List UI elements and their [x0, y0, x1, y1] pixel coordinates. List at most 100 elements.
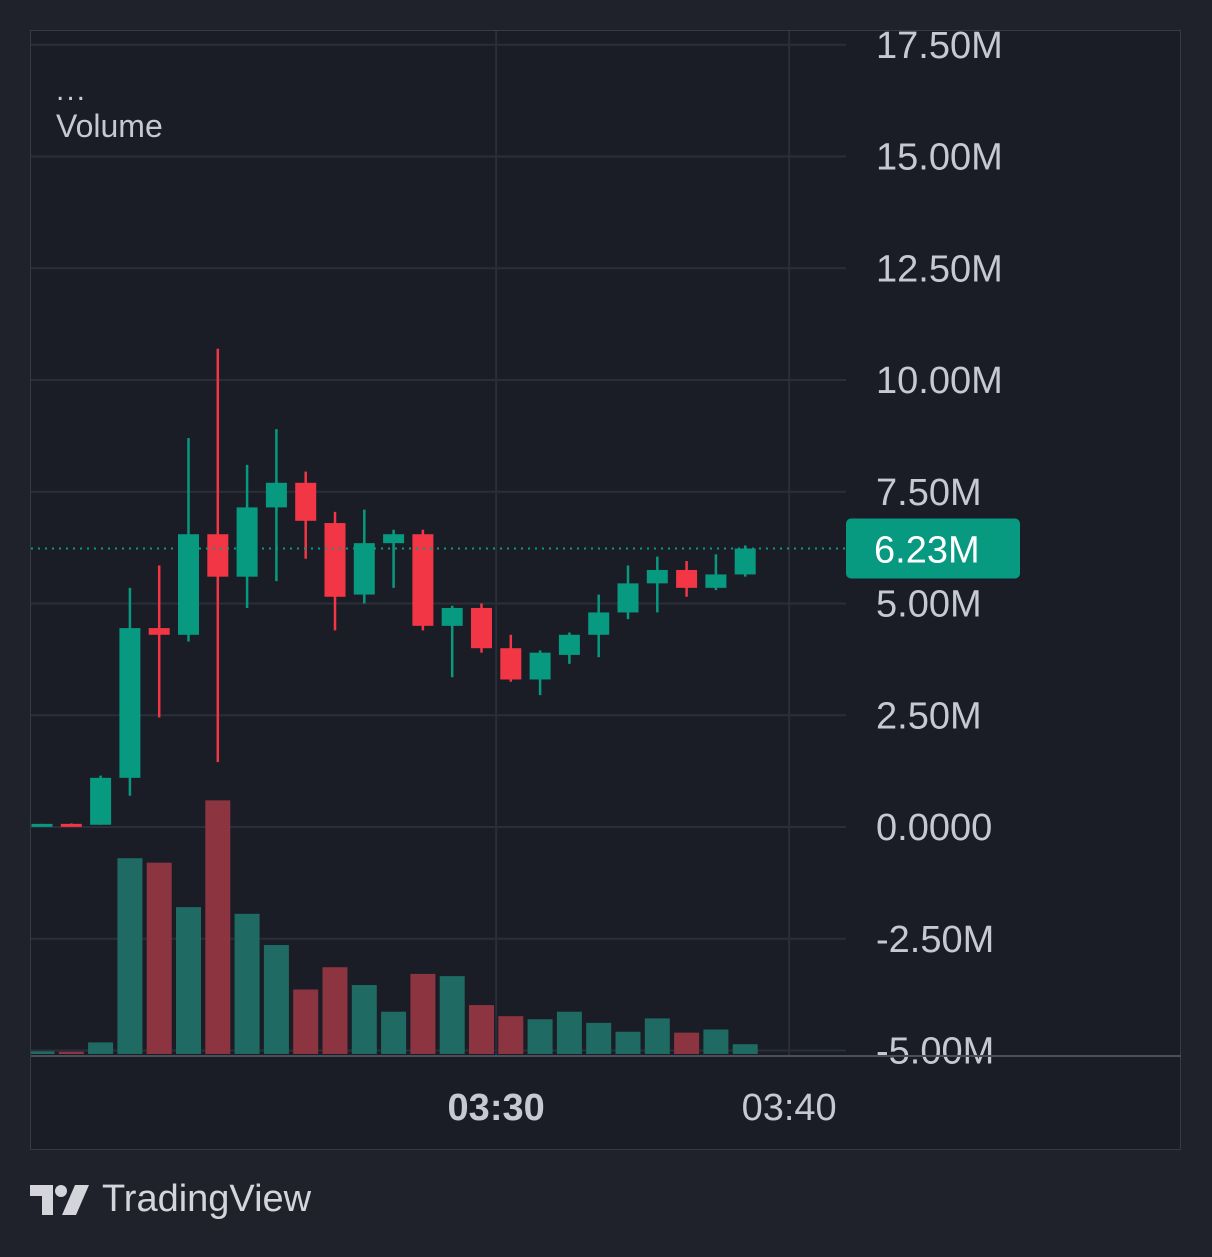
- tradingview-icon: [30, 1184, 89, 1215]
- volume-bar: [615, 1031, 641, 1054]
- volume-bar: [381, 1011, 407, 1054]
- candle-body: [295, 482, 317, 521]
- candle-body: [207, 534, 229, 577]
- y-tick-label: -2.50M: [876, 919, 994, 961]
- volume-bar: [469, 1005, 494, 1054]
- candle: [529, 650, 551, 696]
- candle-body: [324, 523, 346, 597]
- x-tick-label: 03:40: [742, 1087, 837, 1129]
- candle-body: [60, 823, 82, 827]
- volume-bar: [205, 800, 231, 1054]
- candle-body: [412, 534, 434, 626]
- candle-body: [265, 482, 287, 508]
- y-tick-label: 5.00M: [876, 584, 982, 626]
- y-tick-label: 17.50M: [876, 25, 1003, 67]
- candle: [500, 634, 522, 682]
- volume-bar: [732, 1044, 758, 1054]
- candle: [236, 464, 258, 608]
- candlestick-chart[interactable]: 6.23M 17.50M 15.00M 12.50M 10.00M 7.50M 5.00M…: [0, 0, 1212, 1160]
- y-tick-label: 12.50M: [876, 248, 1003, 290]
- candle: [471, 603, 492, 653]
- volume-bar: [527, 1019, 553, 1054]
- candle-body: [588, 612, 610, 635]
- candle-body: [676, 569, 698, 588]
- y-tick-label: 10.00M: [876, 360, 1003, 402]
- y-tick-label: 2.50M: [876, 695, 982, 737]
- volume-legend-label: Volume: [56, 108, 163, 144]
- candle: [734, 545, 756, 577]
- candle-body: [383, 534, 405, 544]
- candle-body: [148, 628, 170, 635]
- candle-body: [471, 607, 492, 649]
- last-price-label: 6.23M: [874, 530, 980, 572]
- candle: [441, 605, 463, 678]
- candle: [705, 554, 727, 591]
- y-tick-label: 0.0000: [876, 807, 992, 849]
- y-tick-label: 7.50M: [876, 472, 982, 514]
- candle: [207, 348, 229, 763]
- candle: [646, 556, 668, 613]
- candle: [676, 561, 698, 597]
- candle: [148, 565, 170, 718]
- candle: [295, 471, 317, 559]
- axes: 17.50M 15.00M 12.50M 10.00M 7.50M 5.00M 2.50M 0…: [31, 25, 1181, 1129]
- candle-body: [90, 777, 112, 825]
- y-tick-label: 15.00M: [876, 137, 1003, 179]
- volume-bar: [556, 1011, 582, 1054]
- candle: [412, 529, 434, 631]
- volume-bar: [234, 913, 260, 1054]
- candle: [383, 529, 405, 588]
- volume-bar: [293, 989, 319, 1054]
- volume-bar: [117, 858, 143, 1054]
- brand-label: TradingView: [102, 1178, 312, 1220]
- volume-bar: [263, 944, 289, 1054]
- last-price-badge: [846, 518, 1020, 579]
- candle-body: [617, 583, 639, 613]
- volume-bar: [31, 1051, 55, 1054]
- volume-bar: [176, 907, 201, 1054]
- candle: [265, 429, 287, 582]
- candle-body: [500, 648, 522, 680]
- last-price-line: 6.23M: [31, 518, 1020, 579]
- candle: [178, 438, 199, 642]
- volume-bar: [674, 1032, 700, 1054]
- volume-bar: [146, 862, 172, 1054]
- candle: [558, 632, 580, 664]
- candle-body: [441, 607, 463, 626]
- candle: [617, 565, 639, 620]
- volume-bar: [439, 976, 465, 1054]
- volume-bars: [31, 800, 758, 1054]
- candle-body: [529, 652, 551, 680]
- candle-body: [236, 507, 258, 577]
- volume-bar: [410, 973, 436, 1054]
- volume-bar: [88, 1042, 114, 1054]
- volume-bar: [498, 1016, 524, 1054]
- x-tick-label: 03:30: [448, 1087, 545, 1129]
- legend-menu[interactable]: ...: [56, 74, 88, 107]
- candle-body: [646, 569, 668, 584]
- candle: [353, 509, 375, 604]
- tradingview-logo[interactable]: TradingView: [30, 1178, 311, 1221]
- volume-bar: [644, 1018, 670, 1054]
- candle-body: [178, 534, 199, 635]
- volume-bar: [586, 1022, 612, 1054]
- y-tick-label: -5.00M: [876, 1031, 994, 1073]
- candle: [588, 594, 610, 658]
- price-candles: [31, 348, 756, 827]
- chart-legend[interactable]: ... Volume: [56, 70, 163, 149]
- candle-body: [734, 548, 756, 575]
- volume-bar: [351, 985, 377, 1054]
- candle: [324, 511, 346, 631]
- candle-body: [558, 634, 580, 655]
- candle-body: [705, 574, 727, 588]
- volume-bar: [322, 967, 348, 1054]
- volume-bar: [703, 1029, 729, 1054]
- candle: [90, 775, 112, 825]
- candle: [60, 823, 82, 827]
- candle: [31, 823, 53, 827]
- candle: [119, 587, 141, 796]
- candle-body: [119, 628, 141, 778]
- volume-bar: [58, 1051, 84, 1054]
- candle-body: [31, 823, 53, 827]
- candle-body: [353, 543, 375, 595]
